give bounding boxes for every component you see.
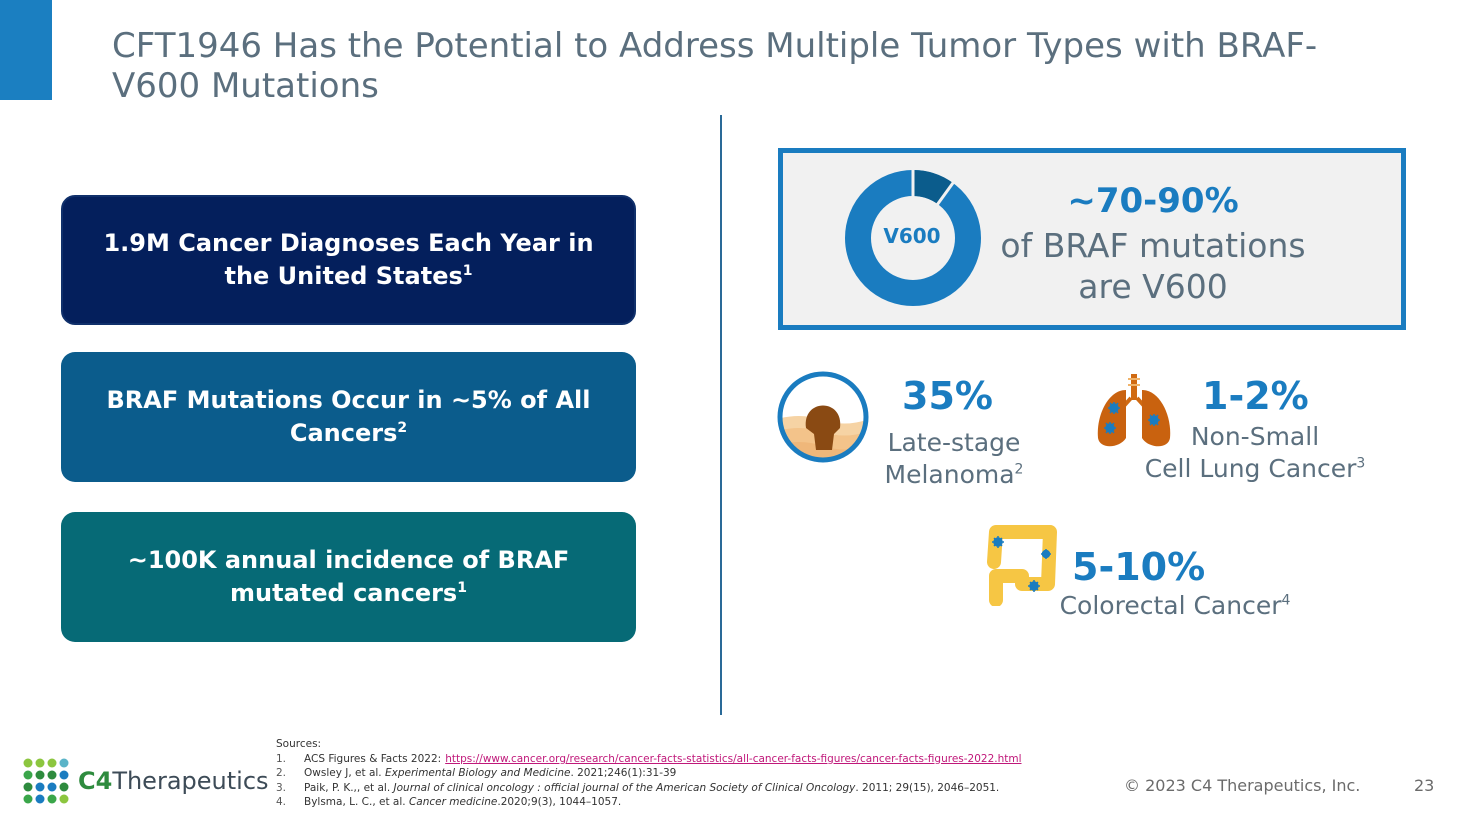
page-number: 23 <box>1414 776 1435 795</box>
sources: Sources: 1. ACS Figures & Facts 2022: ht… <box>276 737 1022 810</box>
company-logo: C4Therapeutics <box>22 757 269 805</box>
lungs-icon <box>1097 374 1171 447</box>
stat-box-ref: 2 <box>397 420 408 436</box>
skin-lesion-icon <box>777 371 869 463</box>
source-citation: . 2021;246(1):31-39 <box>570 767 677 779</box>
colorectal-percent: 5-10% <box>1072 545 1206 589</box>
v600-desc-line: of BRAF mutations <box>1000 226 1306 265</box>
stat-box-text: ~100K annual incidence of BRAF mutated c… <box>127 546 570 607</box>
source-citation: . 2011; 29(15), 2046–2051. <box>855 781 1000 794</box>
source-item: 4. Bylsma, L. C., et al. Cancer medicine… <box>276 795 1022 810</box>
stat-box-text: 1.9M Cancer Diagnoses Each Year in the U… <box>103 229 594 290</box>
source-text: Paik, P. K.,, et al. <box>304 781 391 794</box>
slide-title: CFT1946 Has the Potential to Address Mul… <box>112 26 1318 106</box>
source-number: 4. <box>276 796 287 808</box>
source-text: Bylsma, L. C., et al. <box>304 796 406 808</box>
source-journal: Experimental Biology and Medicine <box>384 767 571 779</box>
sources-heading: Sources: <box>276 738 322 750</box>
colon-icon <box>987 525 1057 606</box>
stat-box-ref: 1 <box>457 580 467 596</box>
colorectal-ref: 4 <box>1281 592 1291 609</box>
source-citation: .2020;9(3), 1044–1057. <box>497 796 622 808</box>
nsclc-description: Non-Small Cell Lung Cancer3 <box>1120 421 1390 485</box>
donut-minor-segment <box>912 170 953 205</box>
source-item: 3. Paik, P. K.,, et al. Journal of clini… <box>276 781 1022 796</box>
source-text: Owsley J, et al. <box>304 767 382 779</box>
stat-box-diagnoses: 1.9M Cancer Diagnoses Each Year in the U… <box>61 195 636 325</box>
colorectal-description: Colorectal Cancer4 <box>1030 590 1320 622</box>
melanoma-ref: 2 <box>1014 461 1024 478</box>
nsclc-ref: 3 <box>1356 455 1366 472</box>
title-accent-bar <box>0 0 52 100</box>
colorectal-line: Colorectal Cancer <box>1059 591 1282 620</box>
v600-panel: V600 ~70-90% of BRAF mutations are V600 <box>778 148 1406 330</box>
source-number: 1. <box>276 752 287 765</box>
copyright: © 2023 C4 Therapeutics, Inc. <box>1124 776 1361 795</box>
v600-percent: ~70-90% <box>1067 181 1239 221</box>
column-divider <box>720 115 722 715</box>
stat-box-text: BRAF Mutations Occur in ~5% of All Cance… <box>106 386 591 447</box>
logo-c4: C4 <box>78 767 113 795</box>
melanoma-line: Late-stage <box>887 428 1021 457</box>
logo-dots-icon <box>23 758 69 804</box>
nsclc-percent: 1-2% <box>1202 374 1309 418</box>
source-journal: Cancer medicine <box>408 796 498 808</box>
stat-box-ref: 1 <box>462 263 473 279</box>
donut-separator <box>935 181 955 206</box>
source-link[interactable]: https://www.cancer.org/research/cancer-f… <box>445 752 1022 765</box>
v600-label: V600 <box>883 224 941 248</box>
melanoma-line: Melanoma <box>884 460 1015 489</box>
v600-desc-line: are V600 <box>1078 267 1228 306</box>
source-item: 1. ACS Figures & Facts 2022: https://www… <box>276 752 1022 767</box>
source-number: 2. <box>276 767 287 779</box>
source-number: 3. <box>276 781 287 794</box>
v600-description: of BRAF mutations are V600 <box>973 225 1333 307</box>
melanoma-percent: 35% <box>902 374 993 418</box>
melanoma-description: Late-stage Melanoma2 <box>862 427 1046 491</box>
nsclc-line: Cell Lung Cancer <box>1144 454 1357 483</box>
nsclc-line: Non-Small <box>1190 422 1320 451</box>
v600-donut-chart <box>845 169 981 306</box>
source-item: 2. Owsley J, et al. Experimental Biology… <box>276 766 1022 781</box>
source-journal: Journal of clinical oncology : official … <box>393 781 856 794</box>
source-text: ACS Figures & Facts 2022: <box>304 752 442 765</box>
stat-box-braf-share: BRAF Mutations Occur in ~5% of All Cance… <box>61 352 636 482</box>
logo-name: Therapeutics <box>112 767 269 795</box>
stat-box-annual-incidence: ~100K annual incidence of BRAF mutated c… <box>61 512 636 642</box>
logo-wordmark: C4Therapeutics <box>78 767 269 795</box>
